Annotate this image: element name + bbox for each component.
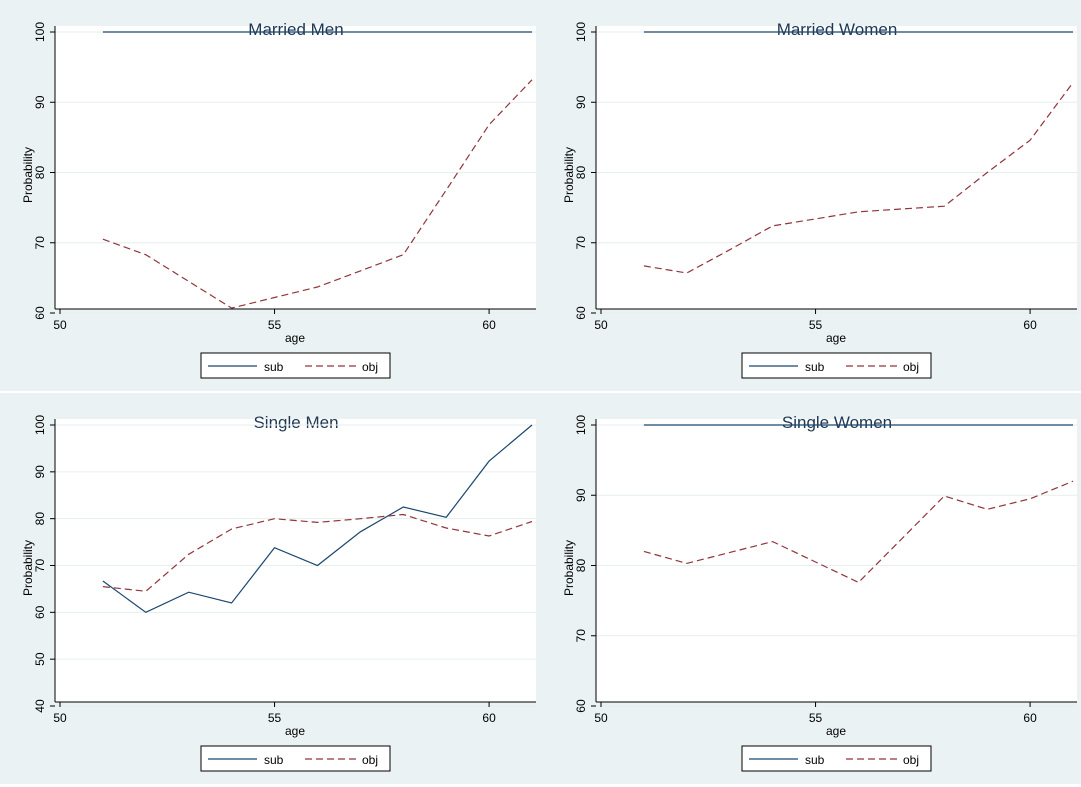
plot-area [55, 419, 536, 702]
legend: sub obj [200, 745, 391, 772]
chart-title: Married Women [777, 20, 898, 39]
series-sub-line [102, 424, 533, 613]
x-axis-label: age [285, 724, 305, 738]
legend-obj-label: obj [362, 360, 378, 374]
series-obj-line [102, 79, 533, 309]
x-tick-label: 60 [482, 711, 496, 725]
series-obj-line [102, 513, 533, 592]
x-tick-label: 60 [1023, 318, 1037, 332]
legend-sub-label: sub [805, 360, 825, 374]
series-obj-line [643, 82, 1074, 274]
y-axis-label: Probability [21, 147, 35, 203]
y-tick-label: 90 [33, 465, 47, 479]
plot-area [596, 419, 1077, 702]
legend-sub-label: sub [264, 753, 284, 767]
y-tick-label: 50 [33, 652, 47, 666]
y-tick-label: 70 [574, 629, 588, 643]
y-axis-label: Probability [562, 147, 576, 203]
y-tick-label: 60 [33, 306, 47, 320]
x-tick-label: 55 [268, 711, 282, 725]
y-tick-label: 70 [574, 236, 588, 250]
panel-married-men: Married Men 60 70 80 90 100 50 55 60 age Probabili… [0, 0, 541, 391]
y-tick-label: 100 [574, 22, 588, 42]
panel-single-women: Single Women 60 70 80 90 100 50 55 60 age Probabil… [541, 393, 1081, 784]
x-axis-label: age [826, 331, 846, 345]
legend: sub obj [200, 352, 391, 379]
chart-svg: Married Women 60 70 80 90 100 50 55 60 age Probabi… [541, 0, 1081, 391]
chart-svg: Married Men 60 70 80 90 100 50 55 60 age Probabili… [0, 0, 541, 391]
x-tick-label: 55 [268, 318, 282, 332]
chart-svg: Single Women 60 70 80 90 100 50 55 60 age Probabil… [541, 393, 1081, 784]
y-tick-label: 70 [33, 236, 47, 250]
y-tick-label: 100 [33, 415, 47, 435]
y-axis-label: Probability [21, 540, 35, 596]
legend-sub-label: sub [805, 753, 825, 767]
y-tick-label: 90 [33, 95, 47, 109]
legend: sub obj [741, 352, 932, 379]
chart-title: Single Men [253, 413, 338, 432]
x-tick-label: 55 [809, 711, 823, 725]
y-tick-label: 90 [574, 95, 588, 109]
x-tick-label: 60 [482, 318, 496, 332]
panel-single-men: Single Men 40 50 60 70 80 90 100 50 55 60 age Probab… [0, 393, 541, 784]
x-tick-label: 55 [809, 318, 823, 332]
y-tick-label: 80 [33, 512, 47, 526]
x-axis-label: age [285, 331, 305, 345]
legend-obj-label: obj [362, 753, 378, 767]
y-tick-label: 80 [33, 166, 47, 180]
y-tick-label: 60 [33, 605, 47, 619]
series-obj-line [643, 480, 1074, 584]
x-tick-label: 50 [53, 711, 67, 725]
y-tick-label: 80 [574, 559, 588, 573]
y-tick-label: 60 [574, 699, 588, 713]
chart-title: Married Men [248, 20, 343, 39]
y-tick-label: 40 [33, 699, 47, 713]
legend-sub-label: sub [264, 360, 284, 374]
plot-area [596, 26, 1077, 309]
y-tick-label: 90 [574, 488, 588, 502]
y-tick-label: 80 [574, 166, 588, 180]
legend-obj-label: obj [903, 753, 919, 767]
x-tick-label: 50 [53, 318, 67, 332]
y-tick-label: 60 [574, 306, 588, 320]
panel-married-women: Married Women 60 70 80 90 100 50 55 60 age Probabi… [541, 0, 1081, 391]
y-tick-label: 100 [574, 415, 588, 435]
x-tick-label: 50 [594, 711, 608, 725]
legend: sub obj [741, 745, 932, 772]
y-axis-label: Probability [562, 540, 576, 596]
chart-svg: Single Men 40 50 60 70 80 90 100 50 55 60 age Probab… [0, 393, 541, 784]
chart-title: Single Women [782, 413, 892, 432]
legend-obj-label: obj [903, 360, 919, 374]
x-axis-label: age [826, 724, 846, 738]
y-tick-label: 100 [33, 22, 47, 42]
x-tick-label: 50 [594, 318, 608, 332]
x-tick-label: 60 [1023, 711, 1037, 725]
plot-area [55, 26, 536, 309]
y-tick-label: 70 [33, 559, 47, 573]
